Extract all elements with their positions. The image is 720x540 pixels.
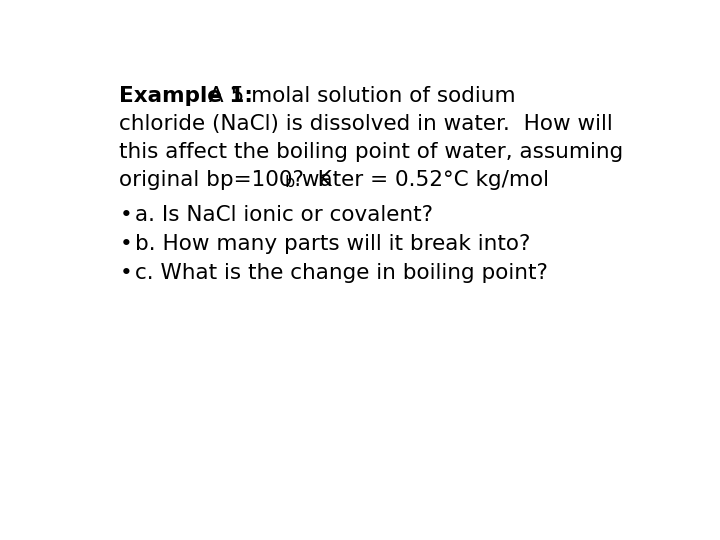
Text: water = 0.52°C kg/mol: water = 0.52°C kg/mol	[295, 170, 549, 190]
Text: •: •	[120, 234, 132, 254]
Text: •: •	[120, 205, 132, 225]
Text: Example 1:: Example 1:	[120, 86, 253, 106]
Text: b: b	[284, 175, 294, 190]
Text: this affect the boiling point of water, assuming: this affect the boiling point of water, …	[120, 142, 624, 162]
Text: •: •	[120, 264, 132, 284]
Text: original bp=100?  K: original bp=100? K	[120, 170, 332, 190]
Text: c. What is the change in boiling point?: c. What is the change in boiling point?	[135, 264, 548, 284]
Text: A 5 molal solution of sodium: A 5 molal solution of sodium	[202, 86, 516, 106]
Text: chloride (NaCl) is dissolved in water.  How will: chloride (NaCl) is dissolved in water. H…	[120, 114, 613, 134]
Text: a. Is NaCl ionic or covalent?: a. Is NaCl ionic or covalent?	[135, 205, 433, 225]
Text: b. How many parts will it break into?: b. How many parts will it break into?	[135, 234, 531, 254]
